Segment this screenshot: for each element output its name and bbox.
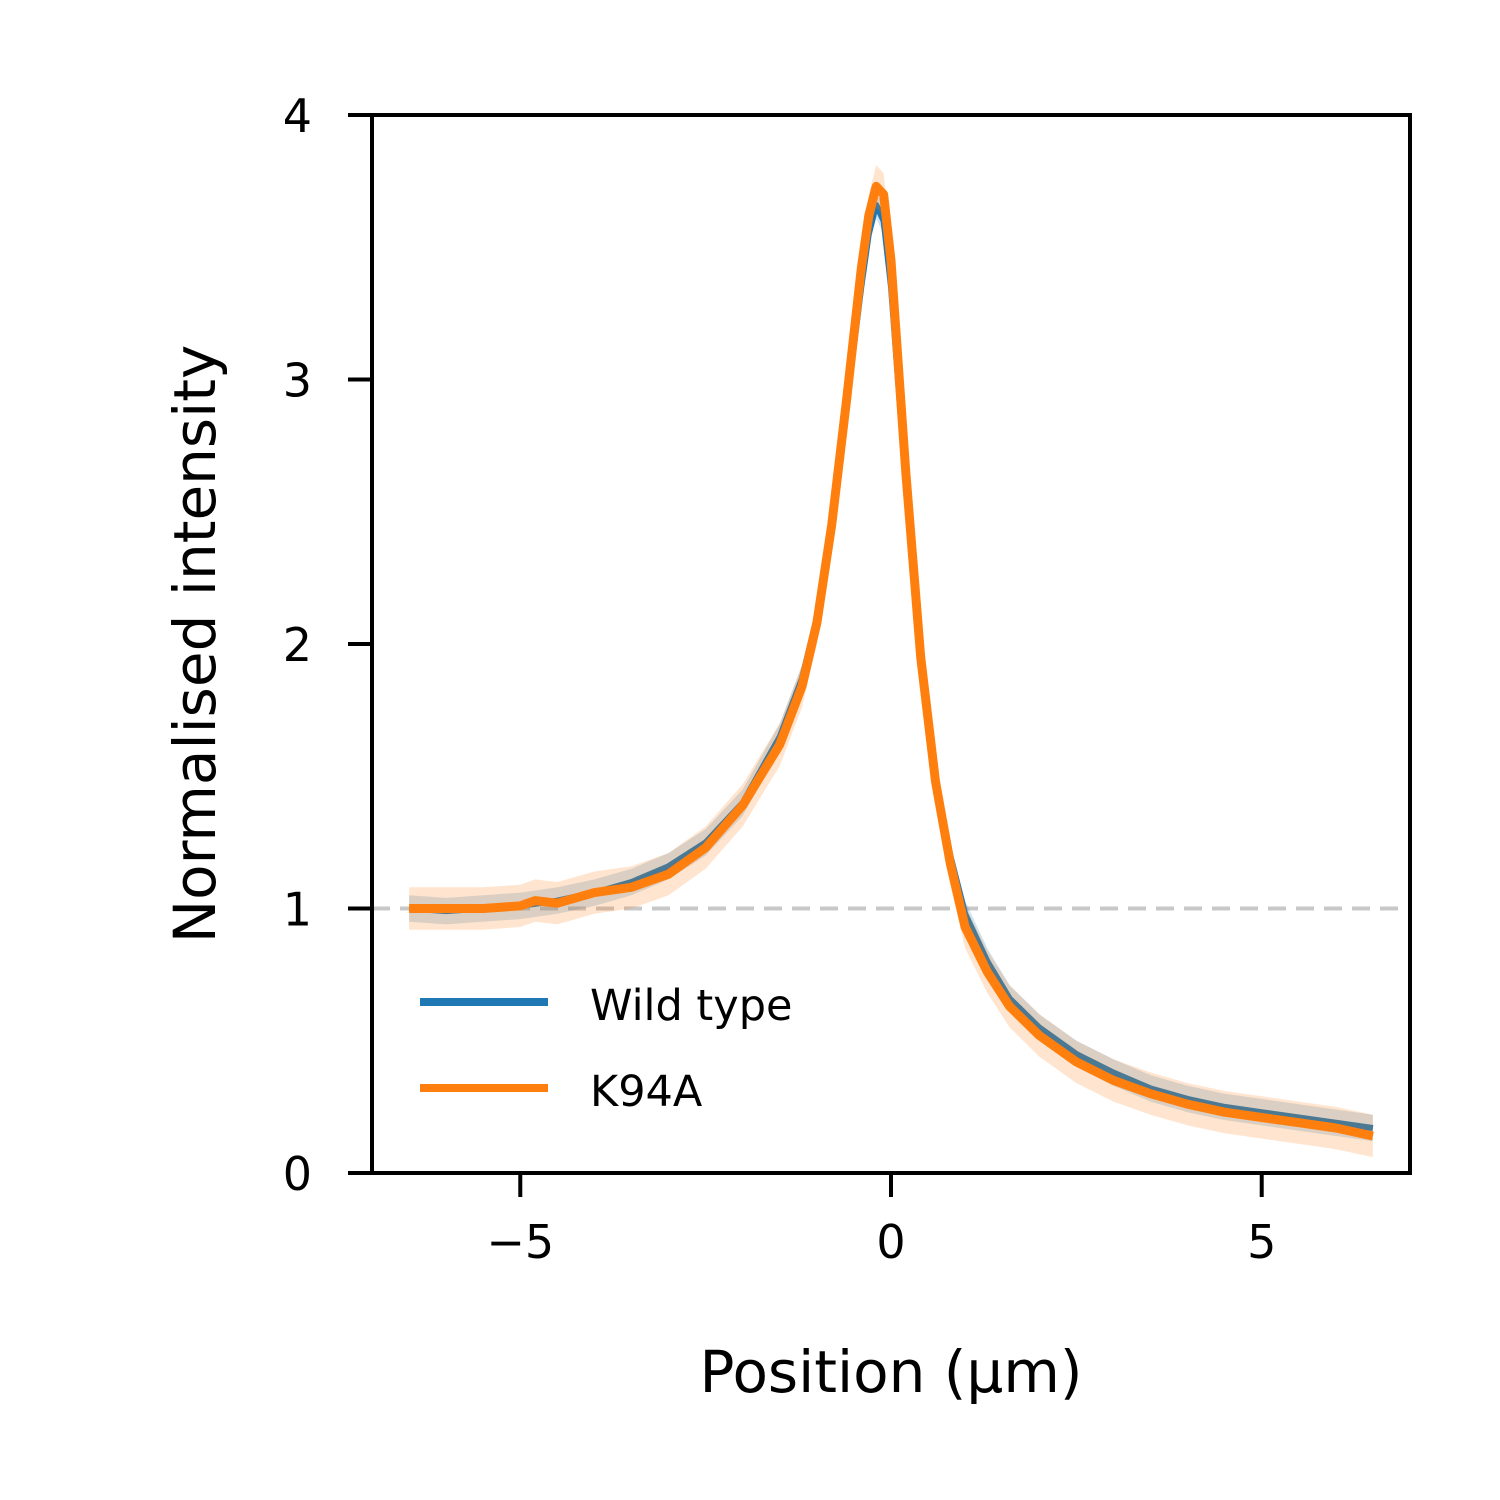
y-tick-label: 4 xyxy=(283,89,312,143)
series-line-k94a xyxy=(409,181,1374,1141)
y-tick-label: 2 xyxy=(283,618,312,672)
series-band-wild-type xyxy=(409,191,1373,1142)
x-tick-label: 5 xyxy=(1247,1215,1276,1269)
plot-area xyxy=(372,165,1410,1158)
x-axis-title: Position (μm) xyxy=(700,1338,1083,1406)
x-tick-label: 0 xyxy=(876,1215,905,1269)
y-tick-label: 3 xyxy=(283,354,312,408)
legend-label-k94a: K94A xyxy=(590,1067,703,1117)
legend: Wild type K94A xyxy=(420,981,793,1117)
y-tick-label: 0 xyxy=(283,1147,312,1201)
x-tick-label: −5 xyxy=(486,1215,554,1269)
series-line-wild-type xyxy=(408,201,1374,1131)
y-axis-title: Normalised intensity xyxy=(161,345,229,944)
y-axis: 0 1 2 3 4 xyxy=(283,89,372,1201)
legend-label-wild-type: Wild type xyxy=(590,981,793,1031)
y-tick-label: 1 xyxy=(283,883,312,937)
x-axis: −5 0 5 xyxy=(486,1173,1276,1269)
